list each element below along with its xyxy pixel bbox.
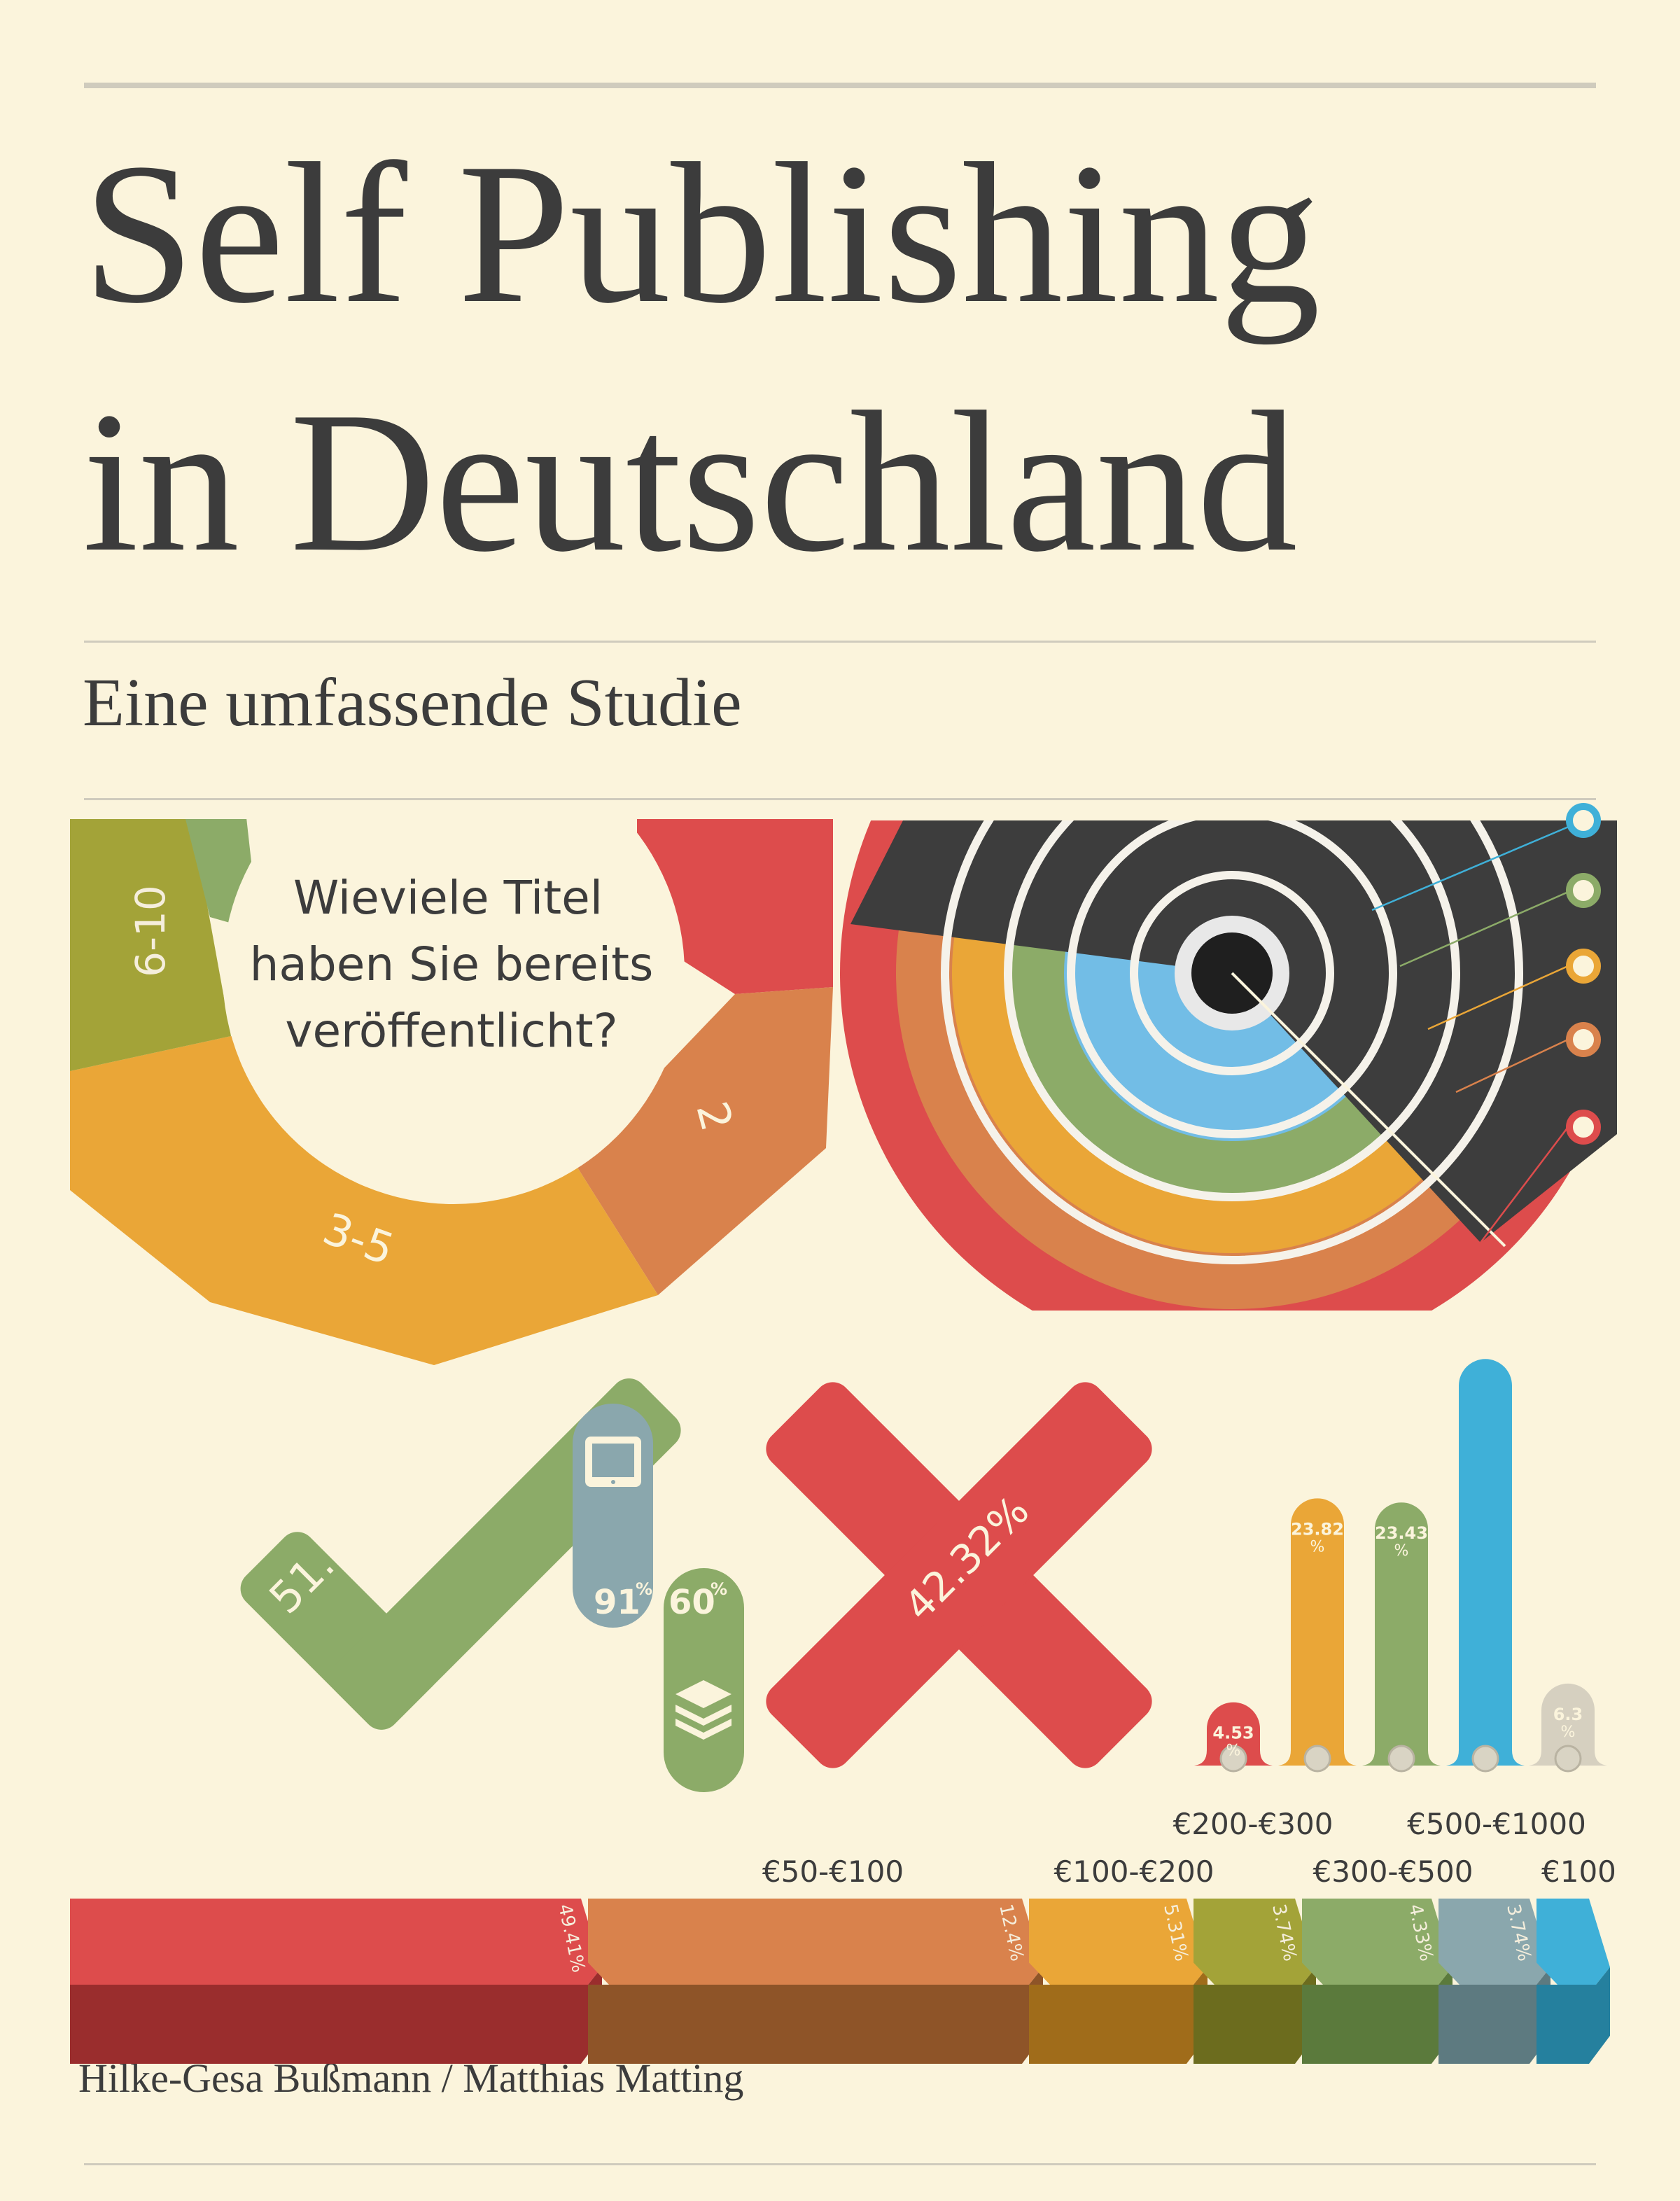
price-segment-face (1194, 1899, 1316, 1985)
legend-dot-blue (1566, 803, 1601, 838)
thermometer-unit: % (1561, 1724, 1576, 1741)
thermometer-bulb (1471, 1745, 1499, 1773)
price-segment-face (588, 1899, 1043, 1985)
thermometer-value: 4.53 (1212, 1724, 1254, 1743)
price-segment-shadow (1029, 1967, 1208, 2064)
price-label-lower-1: €50-€100 (762, 1854, 904, 1889)
price-segment-1: 49.41% (70, 1899, 602, 2064)
price-segment-shadow (1302, 1967, 1452, 2064)
thermometer-column (1446, 1359, 1525, 1766)
authors: Hilke-Gesa Bußmann / Matthias Matting (78, 2055, 744, 2101)
titles-donut-chart (70, 819, 833, 1365)
thermometer-unit: % (1394, 1542, 1409, 1560)
concentric-target-chart (840, 820, 1617, 1311)
target-dark-sector (850, 820, 1617, 1243)
price-segment-shadow (1536, 1967, 1610, 2064)
price-label-lower-4: €100 (1541, 1854, 1616, 1889)
thermometer-bar-2: 23.82% (1278, 1498, 1357, 1773)
price-segment-face (1536, 1899, 1610, 1985)
thermometer-bar-1: 4.53% (1194, 1702, 1273, 1773)
target-legend-dots (1566, 803, 1601, 1145)
thermometer-bulb (1387, 1745, 1415, 1773)
title-rule (84, 641, 1596, 643)
subtitle-rule (84, 798, 1596, 800)
price-segment-7 (1536, 1899, 1610, 2064)
thermometer-unit: % (1310, 1538, 1325, 1556)
legend-dot-green (1566, 873, 1601, 908)
price-segment-face (1302, 1899, 1452, 1985)
price-segment-6: 3.74% (1438, 1899, 1550, 2064)
layers-icon (676, 1680, 732, 1740)
title-line-1: Self Publishing (83, 122, 1321, 345)
price-segment-3: 5.31% (1029, 1899, 1208, 2064)
stack-value: 60 (668, 1583, 715, 1622)
thermometer-column (1362, 1502, 1441, 1766)
price-segment-face (1029, 1899, 1208, 1985)
price-segment-shadow (588, 1967, 1043, 2064)
price-segment-5: 4.33% (1302, 1899, 1452, 2064)
thermometer-bulb (1303, 1745, 1331, 1773)
donut-segment-red (637, 819, 833, 994)
donut-label-six-ten: 6-10 (127, 885, 174, 977)
price-label-lower-2: €100-€200 (1054, 1854, 1214, 1889)
legend-dot-orange (1566, 1022, 1601, 1057)
bottom-rule (84, 2163, 1596, 2165)
donut-question-line-3: veröffentlicht? (285, 1004, 617, 1058)
price-segment-4: 3.74% (1194, 1899, 1316, 2064)
thermometer-column (1194, 1702, 1273, 1766)
donut-segment-orange (574, 987, 833, 1295)
donut-hole (223, 819, 685, 1204)
price-segment-shadow (1194, 1967, 1316, 2064)
price-segment-2: 12.4% (588, 1899, 1043, 2064)
thermometer-unit: % (1226, 1742, 1241, 1760)
subtitle: Eine umfassende Studie (83, 665, 742, 741)
thermometer-bar-3: 23.43% (1362, 1502, 1441, 1773)
price-segment-face (70, 1899, 602, 1985)
donut-segment-olive (70, 819, 231, 1071)
price-segment-bar: 49.41% 12.4% 5.31% 3.74% 4.33% 3.74% (70, 1899, 1610, 2064)
price-segment-shadow (1438, 1967, 1550, 2064)
thermometer-value: 23.82 (1291, 1519, 1344, 1539)
price-label-upper-1: €200-€300 (1173, 1807, 1334, 1841)
stack-unit: % (710, 1579, 727, 1599)
tablet-icon (585, 1437, 641, 1487)
thermometer-value: 6.3 (1553, 1705, 1583, 1724)
thermometer-value: 23.43 (1375, 1523, 1428, 1543)
price-label-lower-3: €300-€500 (1313, 1854, 1474, 1889)
legend-dot-red (1566, 1110, 1601, 1145)
cross-icon (766, 1382, 1152, 1768)
price-label-upper-2: €500-€1000 (1407, 1807, 1586, 1841)
thermometer-column (1278, 1498, 1357, 1766)
target-leader-lines (1371, 819, 1584, 1243)
legend-dot-amber (1566, 949, 1601, 984)
price-segment-face (1438, 1899, 1550, 1985)
thermometer-bar-chart: 4.53%23.82%23.43%6.3% (1194, 1359, 1607, 1773)
top-rule (84, 83, 1596, 88)
donut-question-line-1: Wieviele Titel (293, 871, 603, 925)
tablet-value: 91 (594, 1583, 640, 1622)
thermometer-bar-4 (1446, 1359, 1525, 1773)
tablet-pill: 91 % (573, 1404, 653, 1628)
title-line-2: in Deutschland (83, 370, 1298, 594)
stack-pill: 60 % (664, 1568, 744, 1792)
thermometer-bulb (1554, 1745, 1582, 1773)
thermometer-bulb (1219, 1745, 1247, 1773)
donut-question-line-2: haben Sie bereits (250, 937, 654, 991)
donut-segment-amber (70, 1036, 658, 1365)
thermometer-column (1529, 1683, 1607, 1766)
tablet-unit: % (636, 1579, 652, 1599)
price-segment-shadow (70, 1967, 602, 2064)
thermometer-bar-5: 6.3% (1529, 1683, 1607, 1773)
